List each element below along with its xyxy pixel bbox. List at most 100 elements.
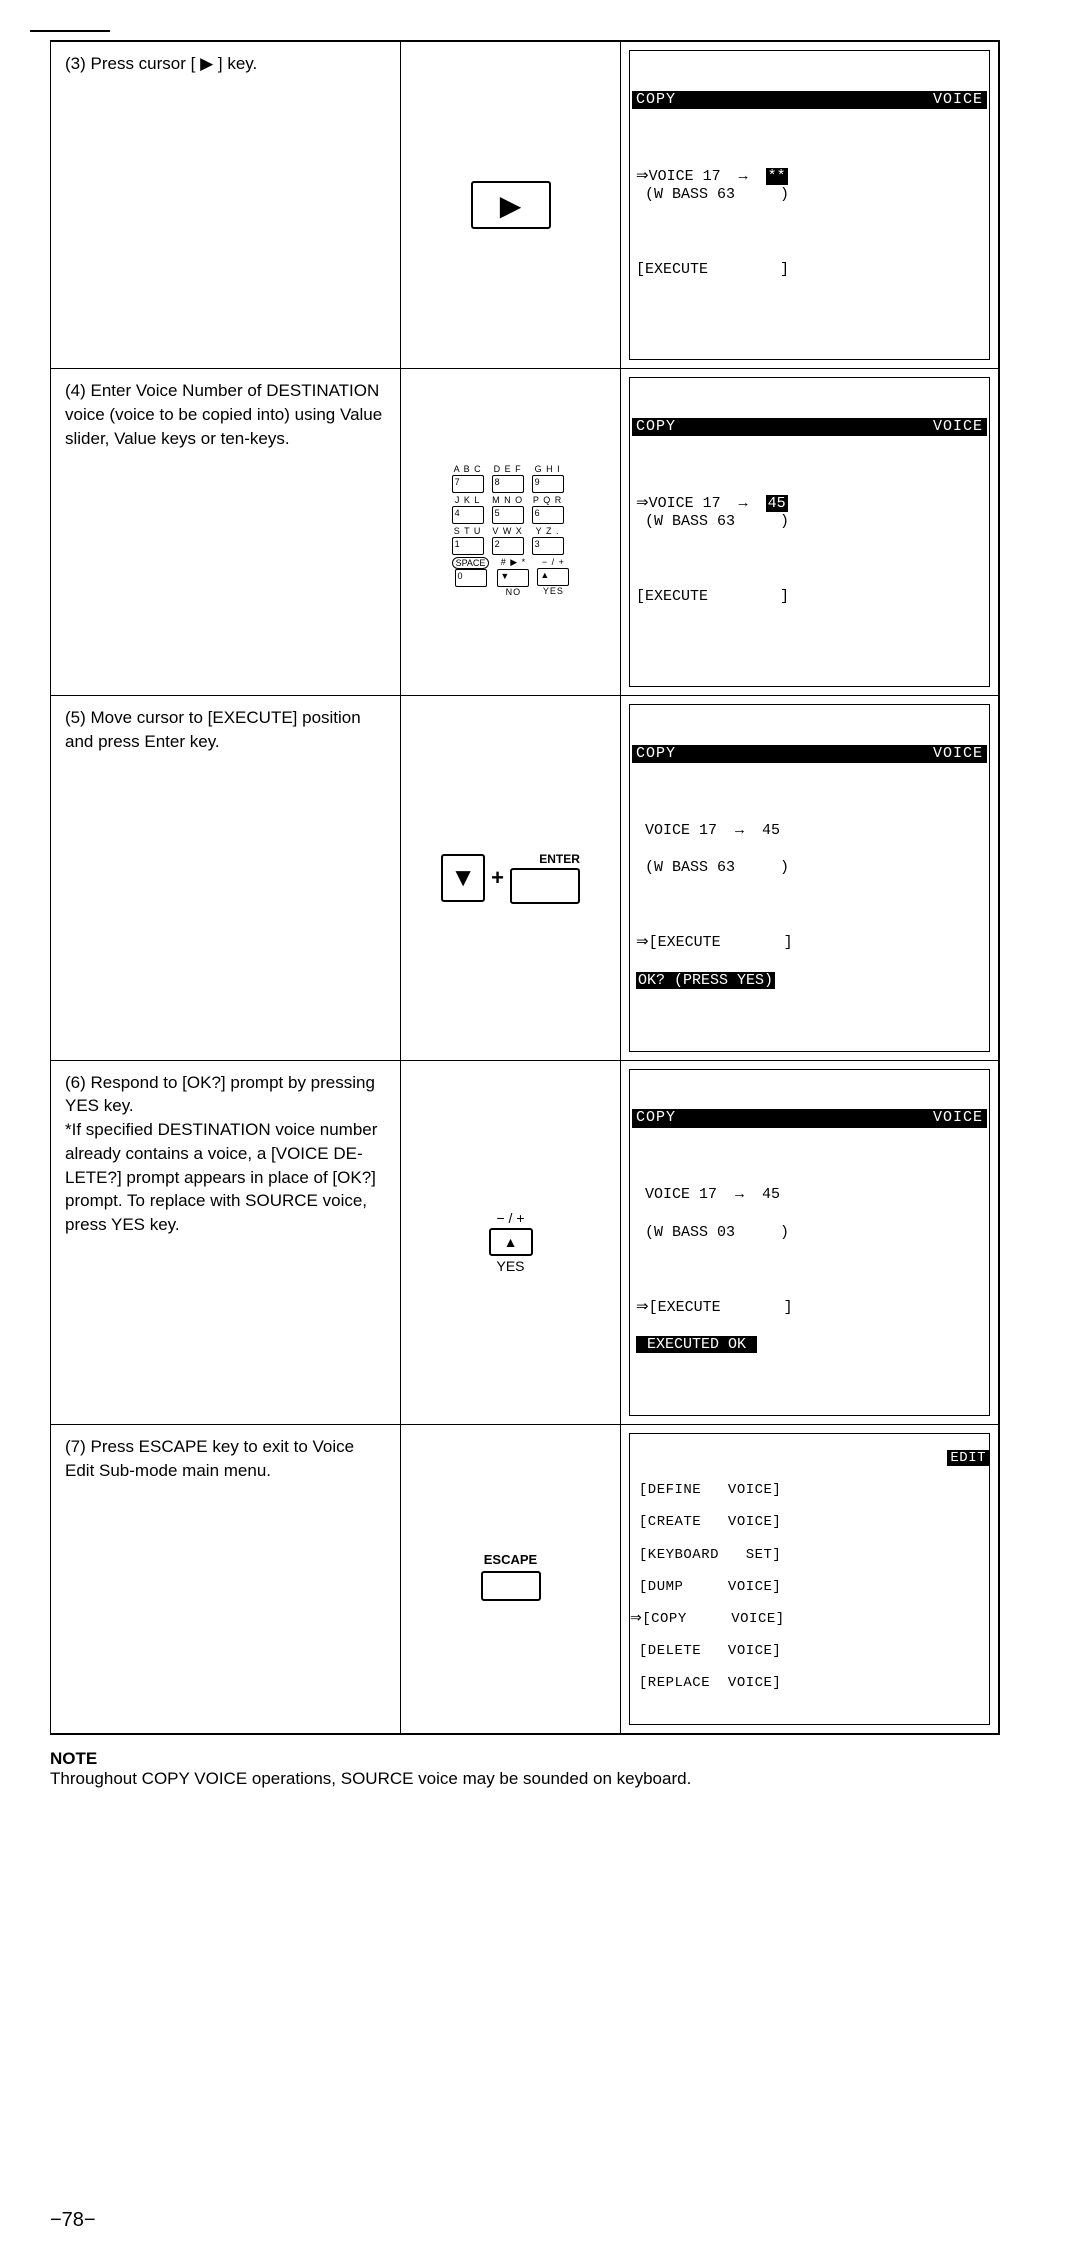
illustration-col: − / + ▲ YES	[401, 1061, 621, 1425]
step-text: (6) Respond to [OK?] prompt by pressing …	[51, 1061, 401, 1425]
lcd-title-left: COPY	[636, 91, 676, 110]
lcd-menu-item: [REPLACE VOICE]	[630, 1675, 989, 1691]
key-8[interactable]: 8	[492, 475, 524, 493]
lcd-title-right: VOICE	[933, 745, 983, 764]
lcd-display: COPY VOICE VOICE 17 → 45 (W BASS 63 ) ⇒[…	[629, 704, 990, 1052]
step-text: (3) Press cursor [ ▶ ] key.	[51, 42, 401, 368]
lcd-menu-item: ⇒[COPY VOICE]	[630, 1611, 989, 1627]
yes-top-label: − / +	[489, 1210, 533, 1226]
lcd-line: (W BASS 63 )	[636, 513, 983, 532]
yes-key[interactable]: ▲	[489, 1228, 533, 1256]
lcd-line: ⇒VOICE 17 → 45	[636, 495, 788, 512]
enter-label: ENTER	[510, 852, 580, 866]
page-number: −78−	[50, 2209, 1030, 2232]
key-letters: G H I	[535, 464, 561, 474]
note-title: NOTE	[50, 1749, 1000, 1769]
lcd-col: COPY VOICE VOICE 17 → 45 (W BASS 03 ) ⇒[…	[621, 1061, 998, 1425]
key-1[interactable]: 1	[452, 537, 484, 555]
lcd-line: ⇒[EXECUTE ]	[636, 934, 983, 953]
key-2[interactable]: 2	[492, 537, 524, 555]
lcd-inv: **	[766, 168, 788, 185]
cursor-down-key[interactable]: ▼	[441, 854, 485, 902]
instruction-table: (3) Press cursor [ ▶ ] key. ▶ COPY VOICE…	[50, 40, 1000, 1735]
lcd-display: COPY VOICE VOICE 17 → 45 (W BASS 03 ) ⇒[…	[629, 1069, 990, 1417]
key-6[interactable]: 6	[532, 506, 564, 524]
lcd-menu: VOICEEDIT [DEFINE VOICE] [CREATE VOICE] …	[629, 1433, 990, 1725]
lcd-title-left: COPY	[636, 418, 676, 437]
enter-key-group: ▼ + ENTER	[441, 852, 580, 904]
lcd-line: (W BASS 03 )	[636, 1224, 983, 1243]
key-letters: D E F	[494, 464, 522, 474]
key-letters: − / +	[542, 557, 565, 567]
illustration-col: ▶	[401, 42, 621, 368]
step-row-7: (7) Press ESCAPE key to exit to Voice Ed…	[51, 1425, 998, 1733]
page-top-rule	[30, 30, 110, 32]
key-letters: M N O	[492, 495, 523, 505]
key-space-label: SPACE	[452, 557, 490, 569]
lcd-menu-item: [KEYBOARD SET]	[630, 1547, 989, 1563]
lcd-hdr-right: EDIT	[947, 1450, 989, 1466]
lcd-menu-item: [DUMP VOICE]	[630, 1579, 989, 1595]
lcd-line: [EXECUTE ]	[636, 588, 983, 607]
key-letters: A B C	[454, 464, 482, 474]
lcd-line-pre: ⇒VOICE 17 →	[636, 495, 766, 512]
yes-key-block: − / + ▲ YES	[489, 1210, 533, 1274]
lcd-inv-line: EXECUTED OK	[636, 1336, 757, 1353]
step-row-5: (5) Move cursor to [EXECUTE] position an…	[51, 696, 998, 1061]
illustration-col: ESCAPE	[401, 1425, 621, 1733]
escape-key[interactable]	[481, 1571, 541, 1601]
ten-key-pad: A B C7 D E F8 G H I9 J K L4 M N O5 P Q R…	[452, 464, 570, 600]
lcd-col: COPY VOICE VOICE 17 → 45 (W BASS 63 ) ⇒[…	[621, 696, 998, 1060]
key-yes[interactable]: ▲	[537, 568, 569, 586]
key-7[interactable]: 7	[452, 475, 484, 493]
step-row-4: (4) Enter Voice Number of DESTINATION vo…	[51, 369, 998, 696]
key-letters: J K L	[455, 495, 481, 505]
lcd-title-right: VOICE	[933, 1109, 983, 1128]
lcd-title-left: COPY	[636, 1109, 676, 1128]
key-no[interactable]: ▼	[497, 569, 529, 587]
lcd-title-left: COPY	[636, 745, 676, 764]
key-bottom-label: NO	[506, 587, 522, 597]
step-text: (7) Press ESCAPE key to exit to Voice Ed…	[51, 1425, 401, 1733]
lcd-menu-item: [DELETE VOICE]	[630, 1643, 989, 1659]
lcd-title-right: VOICE	[933, 91, 983, 110]
lcd-line: VOICE 17 → 45	[636, 1186, 983, 1205]
note-body: Throughout COPY VOICE operations, SOURCE…	[50, 1769, 1000, 1789]
lcd-line: [EXECUTE ]	[636, 261, 983, 280]
cursor-right-key[interactable]: ▶	[471, 181, 551, 229]
key-letters: V W X	[492, 526, 523, 536]
lcd-col: VOICEEDIT [DEFINE VOICE] [CREATE VOICE] …	[621, 1425, 998, 1733]
key-bottom-label: YES	[543, 586, 564, 596]
lcd-line: ⇒[EXECUTE ]	[636, 1299, 983, 1318]
key-0[interactable]: 0	[455, 569, 487, 587]
lcd-menu-item: [DEFINE VOICE]	[630, 1482, 989, 1498]
yes-label: YES	[489, 1258, 533, 1274]
lcd-display: COPY VOICE ⇒VOICE 17 → 45 (W BASS 63 ) […	[629, 377, 990, 687]
key-4[interactable]: 4	[452, 506, 484, 524]
lcd-line: ⇒VOICE 17 → **	[636, 168, 788, 185]
step-row-6: (6) Respond to [OK?] prompt by pressing …	[51, 1061, 998, 1426]
lcd-line: (W BASS 63 )	[636, 859, 983, 878]
key-3[interactable]: 3	[532, 537, 564, 555]
lcd-inv-line: OK? (PRESS YES)	[636, 972, 775, 989]
note-section: NOTE Throughout COPY VOICE operations, S…	[50, 1749, 1000, 1789]
lcd-col: COPY VOICE ⇒VOICE 17 → ** (W BASS 63 ) […	[621, 42, 998, 368]
plus-icon: +	[491, 865, 504, 891]
escape-label: ESCAPE	[481, 1552, 541, 1567]
lcd-line: VOICE 17 → 45	[636, 822, 983, 841]
escape-key-block: ESCAPE	[481, 1552, 541, 1605]
lcd-display: COPY VOICE ⇒VOICE 17 → ** (W BASS 63 ) […	[629, 50, 990, 360]
step-text: (5) Move cursor to [EXECUTE] position an…	[51, 696, 401, 1060]
lcd-inv: 45	[766, 495, 788, 512]
key-5[interactable]: 5	[492, 506, 524, 524]
illustration-col: ▼ + ENTER	[401, 696, 621, 1060]
lcd-line: (W BASS 63 )	[636, 186, 983, 205]
lcd-col: COPY VOICE ⇒VOICE 17 → 45 (W BASS 63 ) […	[621, 369, 998, 695]
step-row-3: (3) Press cursor [ ▶ ] key. ▶ COPY VOICE…	[51, 42, 998, 369]
key-letters: Y Z .	[536, 526, 560, 536]
key-9[interactable]: 9	[532, 475, 564, 493]
key-letters: # ▶ *	[501, 557, 526, 568]
step-text: (4) Enter Voice Number of DESTINATION vo…	[51, 369, 401, 695]
key-letters: P Q R	[533, 495, 562, 505]
enter-key[interactable]	[510, 868, 580, 904]
